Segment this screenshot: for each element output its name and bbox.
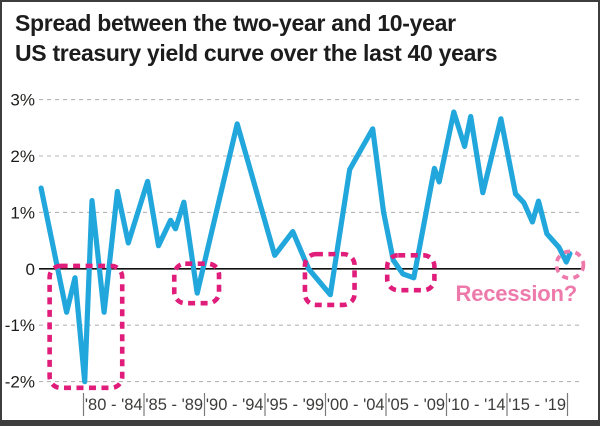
recession-box bbox=[302, 251, 357, 308]
x-tick-label: '80 - '84 bbox=[85, 396, 143, 414]
x-tick-label: '85 - '89 bbox=[145, 396, 203, 414]
recession-highlight-boxes bbox=[47, 251, 437, 391]
x-tick-label: '10 - '14 bbox=[448, 396, 506, 414]
recession-box bbox=[384, 252, 437, 293]
y-tick-label: 3% bbox=[10, 91, 35, 110]
y-tick-label: -1% bbox=[5, 316, 35, 335]
y-tick-label: 0 bbox=[26, 260, 35, 279]
recession-label: Recession? bbox=[455, 281, 578, 306]
y-tick-label: 2% bbox=[10, 147, 35, 166]
x-tick-label: '95 - '99 bbox=[266, 396, 324, 414]
spread-line bbox=[38, 109, 573, 385]
x-tick-label: '15 - '19 bbox=[508, 396, 566, 414]
recession-endpoint-circle bbox=[554, 249, 586, 281]
x-tick-label: '05 - '09 bbox=[387, 396, 445, 414]
recession-circle bbox=[554, 249, 586, 281]
x-tick-label: '90 - '94 bbox=[206, 396, 264, 414]
spread-polyline bbox=[38, 109, 573, 385]
chart-title: Spread between the two-year and 10-year … bbox=[15, 8, 498, 68]
chart-title-line2: US treasury yield curve over the last 40… bbox=[15, 40, 498, 66]
x-tick-label: '00 - '04 bbox=[327, 396, 385, 414]
y-axis-labels: 3% 2% 1% 0 -1% -2% bbox=[5, 91, 35, 392]
recession-box bbox=[47, 263, 125, 391]
y-tick-label: 1% bbox=[10, 203, 35, 222]
y-tick-label: -2% bbox=[5, 373, 35, 392]
chart-title-line1: Spread between the two-year and 10-year bbox=[15, 10, 456, 36]
x-axis-labels: '80 - '84'85 - '89'90 - '94'95 - '99'00 … bbox=[82, 393, 569, 416]
